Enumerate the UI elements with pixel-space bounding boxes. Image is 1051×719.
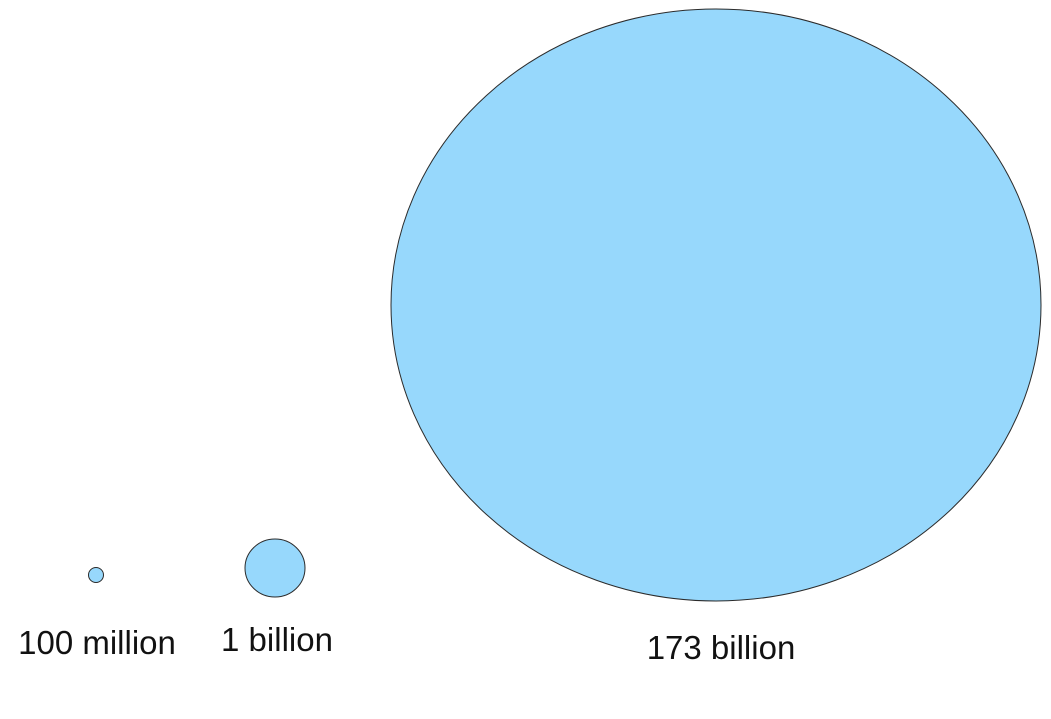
- bubbles-group: [88, 8, 1042, 602]
- bubble-173-billion: [390, 8, 1042, 602]
- bubble-100-million: [88, 567, 104, 583]
- bubble-label-173-billion: 173 billion: [647, 629, 796, 666]
- bubble-label-1-billion: 1 billion: [221, 621, 333, 658]
- bubble-1-billion: [244, 538, 306, 598]
- labels-group: 100 million 1 billion 173 billion: [18, 621, 795, 666]
- bubble-label-100-million: 100 million: [18, 624, 176, 661]
